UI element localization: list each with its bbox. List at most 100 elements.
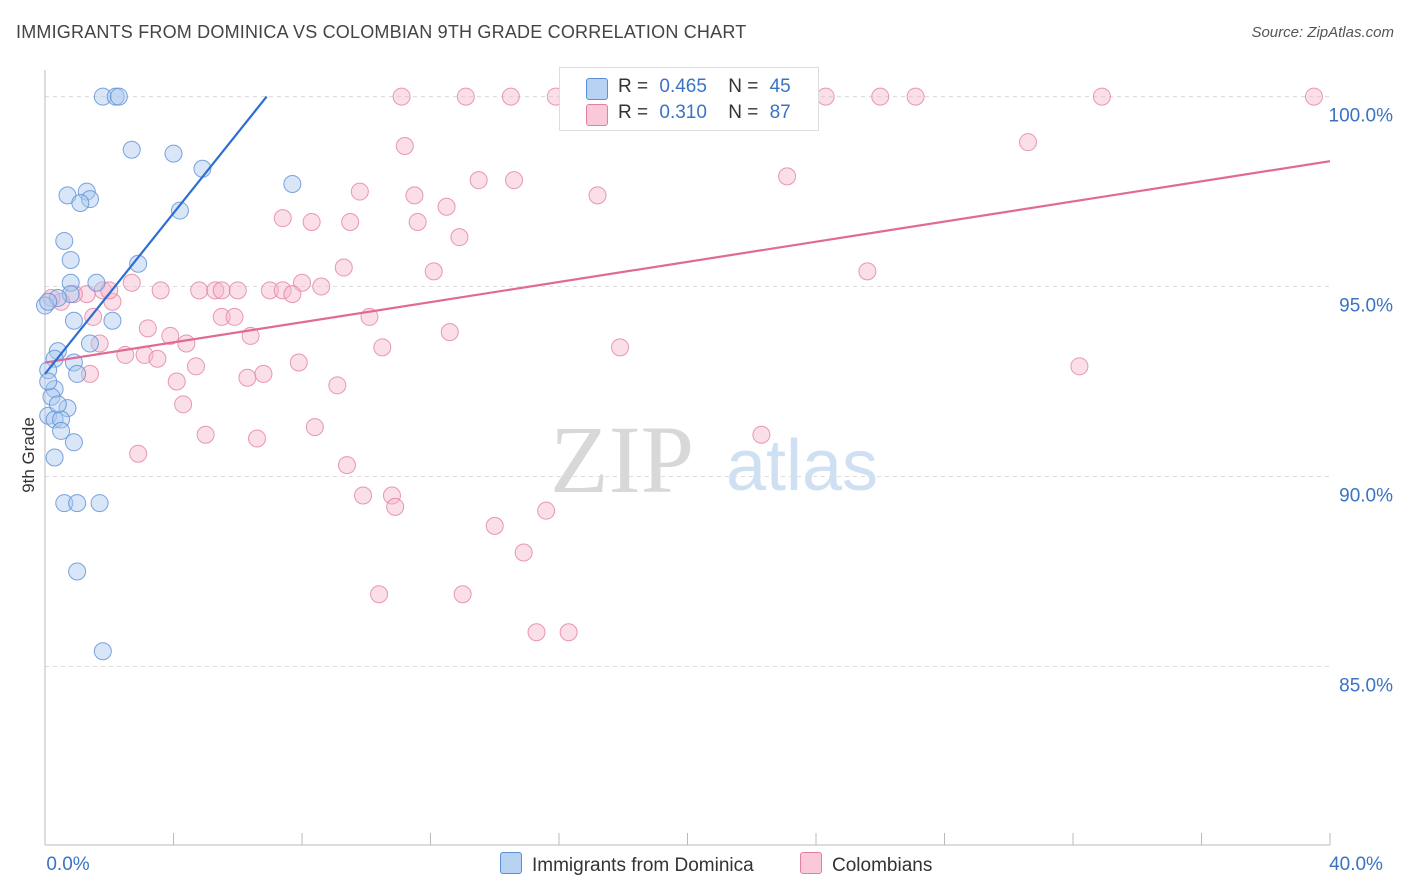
data-point xyxy=(45,410,64,429)
y-tick-label: 100.0% xyxy=(1329,106,1394,127)
data-point xyxy=(161,326,180,345)
data-point xyxy=(71,193,90,212)
data-point xyxy=(122,140,141,159)
data-point xyxy=(382,486,401,505)
data-point xyxy=(196,425,215,444)
data-point xyxy=(312,277,331,296)
data-point xyxy=(52,421,71,440)
legend-r-value: 0.310 xyxy=(659,102,707,123)
legend-r-value: 0.465 xyxy=(659,76,707,97)
data-point xyxy=(90,334,109,353)
data-point xyxy=(64,433,83,452)
bottom-legend-label-dominica: Immigrants from Dominica xyxy=(532,855,754,876)
data-point xyxy=(55,494,74,513)
data-point xyxy=(212,281,231,300)
bottom-legend-swatch-dominica xyxy=(500,852,522,874)
data-point xyxy=(395,136,414,155)
data-point xyxy=(61,250,80,269)
trend-line-dominica xyxy=(44,95,268,375)
bottom-legend-label-colombians: Colombians xyxy=(832,855,933,876)
data-point xyxy=(225,307,244,326)
data-point xyxy=(354,486,373,505)
data-point xyxy=(80,334,99,353)
data-point xyxy=(186,357,205,376)
data-point xyxy=(858,262,877,281)
y-tick-label: 85.0% xyxy=(1339,675,1393,696)
data-point xyxy=(129,444,148,463)
watermark: ZIP atlas xyxy=(550,406,878,513)
data-point xyxy=(527,623,546,642)
data-point xyxy=(408,212,427,231)
data-point xyxy=(68,494,87,513)
bottom-legend-swatch-colombians xyxy=(800,852,822,874)
data-point xyxy=(537,501,556,520)
data-point xyxy=(816,87,835,106)
data-point xyxy=(456,87,475,106)
legend-n-value: 87 xyxy=(769,102,791,123)
legend-swatch-dominica xyxy=(586,78,608,100)
data-point xyxy=(453,585,472,604)
data-point xyxy=(164,144,183,163)
data-point xyxy=(151,281,170,300)
data-point xyxy=(273,209,292,228)
data-point xyxy=(559,623,578,642)
data-point xyxy=(373,338,392,357)
chart-title: IMMIGRANTS FROM DOMINICA VS COLOMBIAN 9T… xyxy=(16,22,747,42)
data-point xyxy=(337,456,356,475)
data-point xyxy=(212,307,231,326)
watermark-atlas: atlas xyxy=(726,426,878,506)
data-point xyxy=(260,281,279,300)
grid-lines xyxy=(45,96,1330,667)
x-tick-label-left: 0.0% xyxy=(46,854,89,875)
data-point xyxy=(283,285,302,304)
data-point xyxy=(305,418,324,437)
legend-swatch-colombians xyxy=(586,104,608,126)
data-point xyxy=(1092,87,1111,106)
data-point xyxy=(505,171,524,190)
watermark-zip: ZIP xyxy=(550,406,694,513)
data-point xyxy=(588,186,607,205)
data-point xyxy=(80,190,99,209)
legend-r-label: R = xyxy=(618,102,649,123)
data-point xyxy=(238,368,257,387)
data-point xyxy=(437,197,456,216)
data-point xyxy=(386,497,405,516)
data-point xyxy=(370,585,389,604)
data-point xyxy=(177,334,196,353)
data-point xyxy=(87,273,106,292)
x-tick-label-right: 40.0% xyxy=(1329,854,1383,875)
data-point xyxy=(170,201,189,220)
legend-r-label: R = xyxy=(618,76,649,97)
data-point xyxy=(122,273,141,292)
data-point xyxy=(68,562,87,581)
data-point xyxy=(469,171,488,190)
data-point xyxy=(1019,133,1038,152)
data-point xyxy=(273,281,292,300)
y-tick-labels: 85.0% 90.0% 95.0% 100.0% xyxy=(1329,106,1394,697)
data-point xyxy=(90,494,109,513)
legend-box: R = 0.465 N = 45 R = 0.310 N = 87 xyxy=(559,67,819,131)
data-point xyxy=(328,376,347,395)
data-point xyxy=(611,338,630,357)
data-point xyxy=(129,254,148,273)
data-point xyxy=(248,429,267,448)
data-point xyxy=(405,186,424,205)
data-point xyxy=(228,281,247,300)
data-point xyxy=(350,182,369,201)
data-point xyxy=(48,395,67,414)
data-point xyxy=(752,425,771,444)
data-point xyxy=(485,516,504,535)
data-point xyxy=(93,87,112,106)
y-tick-label: 90.0% xyxy=(1339,485,1393,506)
data-point xyxy=(871,87,890,106)
data-point xyxy=(109,87,128,106)
data-point xyxy=(289,353,308,372)
data-point xyxy=(64,311,83,330)
data-point xyxy=(58,399,77,418)
y-tick-label: 95.0% xyxy=(1339,296,1393,317)
legend-n-label: N = xyxy=(728,76,759,97)
data-point xyxy=(39,372,58,391)
data-point xyxy=(80,364,99,383)
data-point xyxy=(84,307,103,326)
data-point xyxy=(514,543,533,562)
